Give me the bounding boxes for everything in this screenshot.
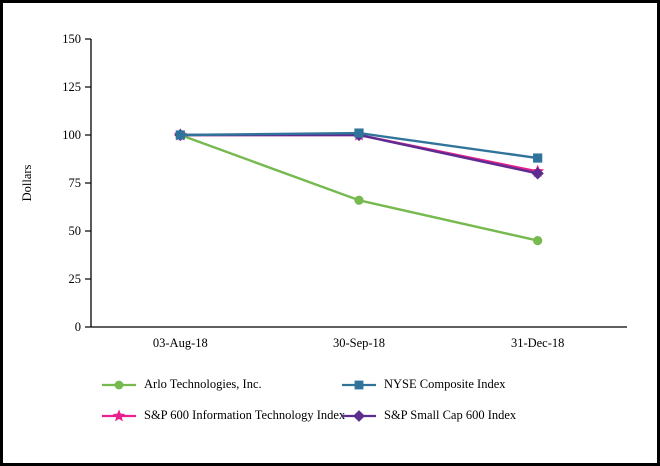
- x-tick-label: 30-Sep-18: [333, 336, 385, 350]
- x-tick-label: 03-Aug-18: [153, 336, 208, 350]
- data-point-marker: [175, 130, 185, 140]
- legend-label: S&P 600 Information Technology Index: [144, 408, 346, 422]
- data-point-marker: [533, 236, 543, 246]
- legend-label: S&P Small Cap 600 Index: [384, 408, 517, 422]
- data-point-marker: [354, 380, 364, 389]
- y-tick-label: 50: [69, 224, 82, 238]
- data-point-marker: [114, 380, 124, 389]
- chart-legend: Arlo Technologies, Inc. NYSE Composite I…: [101, 377, 657, 423]
- legend-item-sp-smallcap: S&P Small Cap 600 Index: [341, 408, 657, 423]
- legend-label: NYSE Composite Index: [384, 377, 506, 391]
- sp-smallcap-series-marker-icon: [342, 409, 376, 422]
- sp600-it-series-marker-icon: [102, 408, 136, 421]
- arlo-series-marker-icon: [102, 380, 136, 389]
- y-tick-label: 125: [62, 80, 81, 94]
- nyse-series-marker-icon: [342, 380, 376, 389]
- data-point-marker: [533, 153, 543, 163]
- data-point-marker: [354, 128, 364, 138]
- legend-item-sp600-it: S&P 600 Information Technology Index: [101, 408, 345, 423]
- x-tick-label: 31-Dec-18: [511, 336, 564, 350]
- y-tick-label: 150: [62, 32, 81, 46]
- y-tick-label: 0: [75, 320, 81, 334]
- line-chart-plot: 0 25 50 75 100 125 150 03-Aug-18 30-Sep-18 31-Dec…: [20, 32, 627, 350]
- data-point-marker: [112, 408, 126, 421]
- legend-item-nyse: NYSE Composite Index: [341, 377, 657, 392]
- data-point-marker: [353, 409, 365, 422]
- legend-label: Arlo Technologies, Inc.: [144, 377, 262, 391]
- y-tick-label: 75: [69, 176, 82, 190]
- data-point-marker: [354, 195, 364, 205]
- legend-item-arlo: Arlo Technologies, Inc.: [101, 377, 341, 392]
- data-point-marker: [531, 167, 544, 180]
- y-axis-title: Dollars: [20, 164, 34, 201]
- y-tick-label: 100: [62, 128, 81, 142]
- y-tick-label: 25: [69, 272, 82, 286]
